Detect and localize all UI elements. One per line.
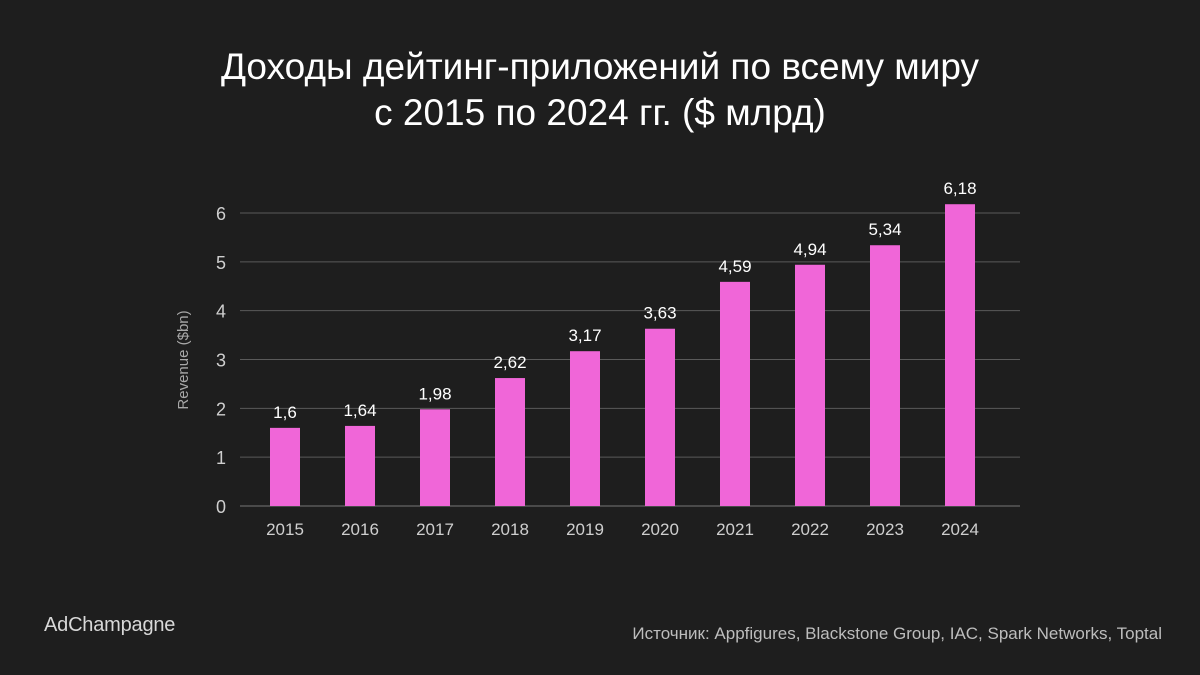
data-label: 3,17 [568,326,601,345]
x-tick-label: 2019 [566,520,604,539]
bar [570,351,600,506]
source-note: Источник: Appfigures, Blackstone Group, … [632,624,1162,643]
bar [795,264,825,506]
y-tick-label: 6 [216,204,226,224]
data-label: 1,98 [418,384,451,403]
data-label: 6,18 [943,179,976,198]
chart-title-line-2: с 2015 по 2024 гг. ($ млрд) [374,92,826,133]
bar [645,328,675,506]
x-tick-label: 2015 [266,520,304,539]
x-tick-label: 2023 [866,520,904,539]
data-label: 5,34 [868,220,901,239]
bar [345,425,375,506]
data-label: 2,62 [493,353,526,372]
y-tick-label: 2 [216,399,226,419]
data-label: 4,94 [793,240,826,259]
x-tick-label: 2016 [341,520,379,539]
y-tick-label: 5 [216,253,226,273]
y-tick-label: 1 [216,448,226,468]
y-tick-label: 4 [216,302,226,322]
bar [420,409,450,506]
bar [870,245,900,507]
brand-logo-text: AdChampagne [44,614,176,636]
bar [945,204,975,506]
x-tick-label: 2018 [491,520,529,539]
y-tick-label: 0 [216,497,226,517]
bar [495,378,525,506]
x-tick-label: 2021 [716,520,754,539]
x-tick-label: 2020 [641,520,679,539]
x-tick-label: 2017 [416,520,454,539]
data-label: 3,63 [643,304,676,323]
chart-title: Доходы дейтинг-приложений по всему миру … [0,44,1200,136]
data-label: 1,64 [343,401,376,420]
data-label: 1,6 [273,403,297,422]
y-tick-label: 3 [216,351,226,371]
y-axis-label: Revenue ($bn) [175,310,192,409]
x-tick-label: 2022 [791,520,829,539]
bar [270,427,300,506]
data-label: 4,59 [718,257,751,276]
bar [720,281,750,506]
x-tick-label: 2024 [941,520,979,539]
chart-title-line-1: Доходы дейтинг-приложений по всему миру [220,46,980,87]
